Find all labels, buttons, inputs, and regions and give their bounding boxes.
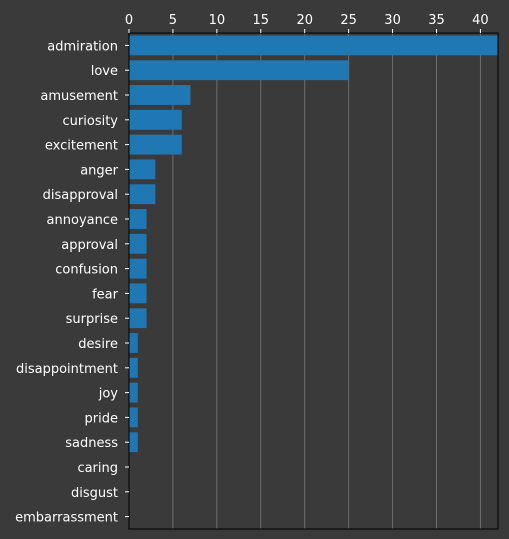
y-tick-label-excitement: excitement xyxy=(45,139,118,154)
y-tick-label-confusion: confusion xyxy=(55,263,118,278)
bar-fear xyxy=(129,283,147,304)
bar-pride xyxy=(129,407,138,428)
bar-annoyance xyxy=(129,209,147,229)
x-axis-ticks: 0 5 10 15 20 25 30 35 40 xyxy=(125,13,489,33)
bar-surprise xyxy=(129,308,147,329)
y-tick-label-caring: caring xyxy=(77,461,118,476)
y-tick-label-sadness: sadness xyxy=(65,436,118,451)
bar-excitement xyxy=(129,134,182,155)
bar-love xyxy=(129,60,349,81)
bar-admiration xyxy=(129,35,498,56)
x-tick-label-30: 30 xyxy=(384,13,401,28)
y-tick-label-admiration: admiration xyxy=(47,39,118,54)
y-tick-label-desire: desire xyxy=(78,337,118,352)
y-tick-label-annoyance: annoyance xyxy=(47,213,118,228)
x-tick-label-20: 20 xyxy=(296,13,313,28)
x-tick-label-35: 35 xyxy=(428,13,445,28)
x-tick-label-15: 15 xyxy=(253,13,270,28)
bars xyxy=(129,35,498,453)
bar-disapproval xyxy=(129,184,156,205)
y-tick-label-disappointment: disappointment xyxy=(16,362,118,377)
y-axis-labels: admiration love amusement curiosity exciteme… xyxy=(15,39,129,526)
y-tick-label-joy: joy xyxy=(98,387,119,402)
y-tick-label-surprise: surprise xyxy=(66,312,118,327)
y-tick-label-anger: anger xyxy=(80,163,118,178)
y-tick-label-disapproval: disapproval xyxy=(43,188,118,203)
y-tick-label-disgust: disgust xyxy=(71,486,118,501)
x-tick-label-40: 40 xyxy=(472,13,489,28)
plot-area xyxy=(129,33,498,529)
x-tick-label-5: 5 xyxy=(169,13,177,28)
x-tick-label-0: 0 xyxy=(125,13,133,28)
bar-disappointment xyxy=(129,357,138,378)
bar-approval xyxy=(129,233,147,254)
bar-confusion xyxy=(129,258,147,279)
bar-desire xyxy=(129,333,138,353)
x-tick-label-25: 25 xyxy=(340,13,357,28)
y-tick-label-embarrassment: embarrassment xyxy=(15,511,118,526)
y-tick-label-fear: fear xyxy=(92,287,119,302)
bar-anger xyxy=(129,159,156,180)
y-tick-label-curiosity: curiosity xyxy=(63,114,119,129)
bar-curiosity xyxy=(129,109,182,130)
y-tick-label-pride: pride xyxy=(85,411,118,426)
x-tick-label-10: 10 xyxy=(209,13,226,28)
bar-sadness xyxy=(129,432,138,453)
bar-joy xyxy=(129,382,138,403)
y-tick-label-love: love xyxy=(91,64,118,79)
plot-frame xyxy=(128,32,499,530)
y-tick-label-approval: approval xyxy=(61,238,118,253)
bar-amusement xyxy=(129,85,191,105)
y-tick-label-amusement: amusement xyxy=(40,89,118,104)
